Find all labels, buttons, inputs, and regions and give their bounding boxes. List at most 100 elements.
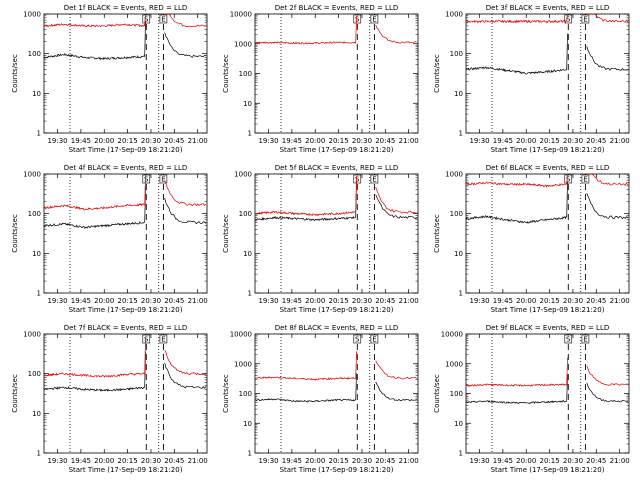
x-tick-label: 20:45 (586, 297, 606, 305)
series-tail-lld (586, 173, 629, 187)
y-tick-label: 1000 (234, 171, 252, 179)
panel-det-1: Det 1f BLACK = Events, RED = LLD 1 10 100 10… (11, 4, 208, 154)
y-tick-label: 1 (37, 290, 41, 298)
x-tick-label: 20:30 (352, 457, 372, 465)
y-axis-label: Counts/sec (222, 54, 230, 93)
start-marker-box (564, 334, 573, 344)
series-line-lld (43, 337, 146, 378)
y-tick-label: 1000 (23, 171, 41, 179)
x-axis-label: Start Time (17-Sep-09 18:21:20) (280, 466, 394, 474)
y-tick-label: 1 (459, 290, 463, 298)
x-tick-label: 20:45 (375, 137, 395, 145)
y-tick-label: 100 (28, 370, 41, 378)
x-tick-label: 20:15 (118, 137, 138, 145)
x-tick-label: 19:45 (282, 297, 302, 305)
panel-title: Det 7f BLACK = Events, RED = LLD (64, 324, 187, 332)
end-marker-box (159, 14, 168, 24)
end-marker-box (581, 334, 590, 344)
plot-frame (254, 173, 419, 294)
series-line-events (254, 373, 357, 403)
panel-title: Det 9f BLACK = Events, RED = LLD (486, 324, 609, 332)
panel-title: Det 5f BLACK = Events, RED = LLD (275, 164, 398, 172)
x-tick-label: 20:15 (540, 297, 560, 305)
x-tick-label: 20:00 (516, 297, 536, 305)
series-line-lld (465, 357, 568, 387)
start-marker-label: S (566, 16, 571, 24)
y-tick-label: 10 (32, 90, 41, 98)
end-marker-box (581, 14, 590, 24)
y-axis-label: Counts/sec (433, 54, 441, 93)
x-tick-label: 19:30 (469, 137, 489, 145)
x-tick-label: 20:15 (329, 137, 349, 145)
x-tick-label: 20:00 (305, 457, 325, 465)
end-marker-box (370, 14, 379, 24)
start-marker-box (353, 334, 362, 344)
plot-frame (43, 13, 208, 134)
end-marker-label: E (161, 16, 165, 24)
plot-frame (43, 333, 208, 454)
start-marker-box (142, 334, 151, 344)
x-tick-label: 20:45 (164, 297, 184, 305)
x-tick-label: 19:30 (47, 137, 67, 145)
series-tail-events (164, 362, 207, 389)
series-tail-events (586, 192, 629, 220)
y-tick-label: 10 (243, 100, 252, 108)
y-tick-label: 1 (248, 130, 252, 138)
x-axis-label: Start Time (17-Sep-09 18:21:20) (280, 306, 394, 314)
x-tick-label: 19:30 (258, 297, 278, 305)
x-tick-label: 19:30 (469, 297, 489, 305)
y-tick-label: 10 (32, 410, 41, 418)
y-tick-label: 100 (239, 70, 252, 78)
x-tick-label: 19:45 (282, 457, 302, 465)
y-tick-label: 10 (454, 250, 463, 258)
x-tick-label: 19:30 (47, 297, 67, 305)
series-line-lld (254, 15, 357, 45)
x-tick-label: 20:30 (563, 457, 583, 465)
x-tick-label: 19:45 (71, 137, 91, 145)
series-tail-lld (375, 24, 417, 44)
y-tick-label: 100 (28, 210, 41, 218)
y-tick-label: 1 (37, 130, 41, 138)
series-tail-events (586, 382, 629, 403)
end-marker-label: E (583, 16, 587, 24)
start-marker-box (142, 174, 151, 184)
y-tick-label: 10 (454, 420, 463, 428)
series-line-events (43, 186, 146, 230)
x-tick-label: 21:00 (188, 137, 208, 145)
x-tick-label: 19:45 (71, 297, 91, 305)
series-tail-lld (375, 360, 418, 380)
y-tick-label: 1000 (23, 11, 41, 19)
x-axis-label: Start Time (17-Sep-09 18:21:20) (69, 466, 183, 474)
x-axis-label: Start Time (17-Sep-09 18:21:20) (491, 306, 605, 314)
x-tick-label: 20:30 (563, 137, 583, 145)
series-tail-lld (586, 13, 629, 23)
x-tick-label: 19:45 (493, 137, 513, 145)
end-marker-label: E (161, 336, 165, 344)
x-tick-label: 19:30 (258, 457, 278, 465)
y-tick-label: 10000 (230, 331, 252, 339)
panel-title: Det 6f BLACK = Events, RED = LLD (486, 164, 609, 172)
x-tick-label: 20:00 (305, 137, 325, 145)
y-axis-label: Counts/sec (433, 374, 441, 413)
x-tick-label: 19:45 (282, 137, 302, 145)
y-tick-label: 1 (459, 130, 463, 138)
end-marker-box (370, 334, 379, 344)
y-tick-label: 1000 (445, 360, 463, 368)
panel-title: Det 4f BLACK = Events, RED = LLD (64, 164, 187, 172)
x-tick-label: 21:00 (399, 457, 419, 465)
start-marker-box (353, 14, 362, 24)
x-tick-label: 19:30 (47, 457, 67, 465)
x-tick-label: 20:15 (118, 297, 138, 305)
x-tick-label: 20:30 (141, 457, 161, 465)
series-tail-events (586, 46, 628, 71)
start-marker-box (564, 14, 573, 24)
y-axis-label: Counts/sec (222, 214, 230, 253)
x-tick-label: 20:00 (94, 297, 114, 305)
y-tick-label: 10 (243, 250, 252, 258)
x-tick-label: 21:00 (610, 137, 630, 145)
x-tick-label: 19:30 (469, 457, 489, 465)
end-marker-label: E (372, 16, 376, 24)
start-marker-label: S (355, 176, 360, 184)
